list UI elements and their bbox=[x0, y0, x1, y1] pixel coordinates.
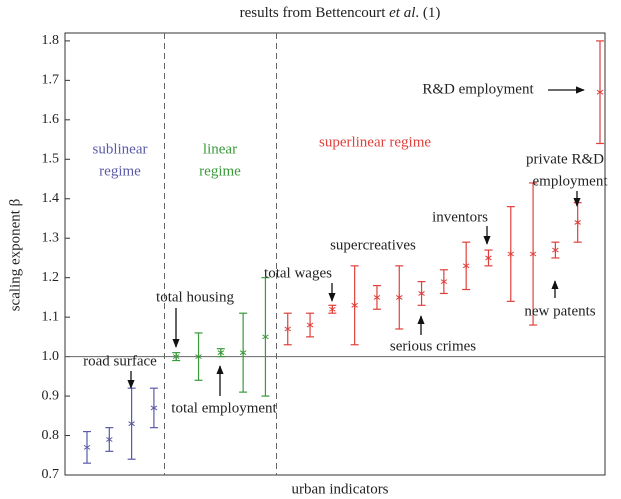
point bbox=[485, 254, 492, 262]
point-stroke bbox=[106, 437, 113, 442]
y-tick-label: 1.7 bbox=[42, 73, 60, 88]
y-tick-label: 1.0 bbox=[42, 349, 60, 364]
point bbox=[440, 278, 448, 286]
point bbox=[172, 353, 180, 361]
point-stroke bbox=[239, 350, 247, 356]
region-label: regime bbox=[99, 163, 141, 179]
point-stroke bbox=[150, 405, 158, 411]
point-stroke bbox=[552, 247, 559, 253]
annotation: total housing bbox=[156, 289, 234, 305]
point-stroke bbox=[83, 444, 91, 450]
point-stroke bbox=[440, 279, 448, 285]
y-tick-label: 1.4 bbox=[42, 191, 60, 206]
annotation: total employment bbox=[171, 400, 277, 416]
point-stroke bbox=[596, 89, 604, 95]
point bbox=[529, 250, 537, 258]
point-stroke bbox=[306, 322, 314, 328]
region-label: sublinear bbox=[93, 141, 148, 157]
point-stroke bbox=[529, 251, 537, 257]
region-label: linear bbox=[203, 141, 237, 157]
point bbox=[418, 289, 425, 297]
point bbox=[462, 262, 470, 270]
y-tick-label: 1.1 bbox=[42, 309, 60, 324]
point-stroke bbox=[462, 263, 470, 269]
annotation: employment bbox=[533, 173, 609, 189]
point-stroke bbox=[351, 302, 358, 308]
point bbox=[373, 293, 381, 301]
y-tick-label: 0.8 bbox=[42, 428, 60, 443]
x-axis-label: urban indicators bbox=[291, 481, 388, 497]
y-tick-label: 1.2 bbox=[42, 270, 60, 285]
point bbox=[217, 349, 225, 357]
annotation: private R&D bbox=[526, 151, 604, 167]
point-stroke bbox=[395, 294, 403, 300]
point bbox=[507, 250, 515, 258]
y-tick-label: 0.9 bbox=[42, 388, 60, 403]
point-stroke bbox=[418, 291, 425, 296]
annotation: serious crimes bbox=[390, 338, 476, 354]
point bbox=[306, 321, 314, 329]
point bbox=[239, 349, 247, 357]
annotation: new patents bbox=[524, 303, 595, 319]
point bbox=[262, 333, 269, 341]
point bbox=[284, 325, 292, 333]
y-tick-label: 1.3 bbox=[42, 230, 60, 245]
annotation: R&D employment bbox=[422, 81, 534, 97]
point bbox=[195, 353, 202, 361]
point bbox=[329, 305, 336, 313]
annotation: road surface bbox=[83, 353, 157, 369]
point bbox=[106, 435, 113, 443]
point bbox=[596, 88, 604, 96]
point-stroke bbox=[329, 306, 336, 312]
region-label: superlinear regime bbox=[319, 134, 431, 150]
point bbox=[128, 420, 135, 428]
annotation: supercreatives bbox=[330, 237, 416, 253]
point-stroke bbox=[507, 251, 515, 257]
region-label: regime bbox=[199, 163, 241, 179]
y-tick-label: 1.6 bbox=[42, 112, 60, 127]
point bbox=[552, 246, 559, 254]
y-axis-label: scaling exponent β bbox=[7, 199, 23, 312]
point bbox=[574, 218, 581, 226]
point-stroke bbox=[128, 421, 135, 427]
point-stroke bbox=[172, 354, 180, 360]
point-stroke bbox=[485, 255, 492, 261]
point-stroke bbox=[217, 350, 225, 356]
y-tick-label: 1.5 bbox=[42, 152, 60, 167]
point-stroke bbox=[574, 220, 581, 225]
annotation: inventors bbox=[432, 209, 488, 225]
point bbox=[351, 301, 358, 309]
point-stroke bbox=[373, 294, 381, 300]
point-stroke bbox=[262, 334, 269, 340]
point-stroke bbox=[284, 326, 292, 332]
y-tick-label: 1.8 bbox=[42, 33, 60, 48]
annotation: total wages bbox=[264, 265, 332, 281]
y-tick-label: 0.7 bbox=[42, 467, 60, 482]
point bbox=[83, 443, 91, 451]
point bbox=[150, 404, 158, 412]
plot-frame bbox=[64, 32, 606, 476]
chart-title: results from Bettencourt et al. (1) bbox=[240, 5, 441, 21]
point bbox=[395, 293, 403, 301]
point-stroke bbox=[195, 354, 202, 360]
